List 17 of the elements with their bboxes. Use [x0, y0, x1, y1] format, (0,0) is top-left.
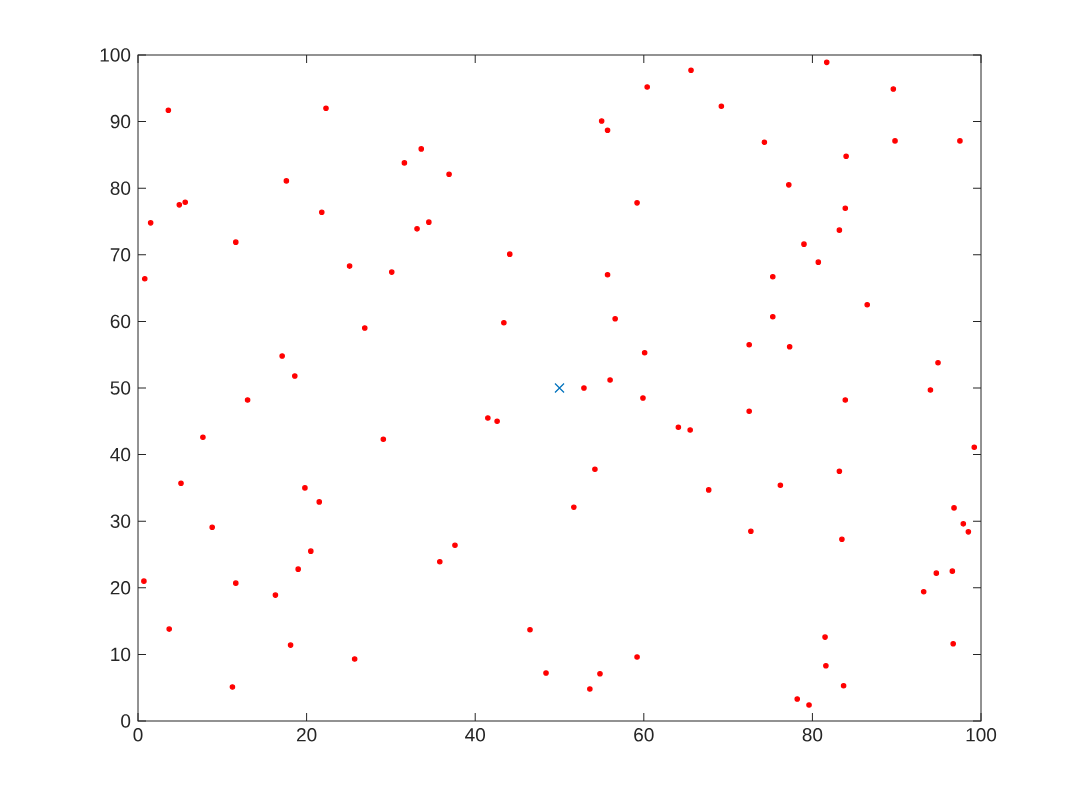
x-tick-label: 100	[966, 728, 997, 742]
y-tick-label: 40	[110, 447, 131, 462]
y-tick-label: 70	[110, 248, 131, 262]
x-tick-label: 20	[296, 728, 317, 742]
y-tick-label: 20	[110, 581, 131, 595]
y-tick-label: 60	[110, 314, 131, 329]
x-tick-label: 60	[634, 728, 654, 742]
y-tick-label: 100	[100, 48, 131, 62]
y-tick-label: 0	[121, 714, 131, 728]
x-tick-label: 40	[465, 728, 486, 742]
y-tick-label: 30	[110, 514, 131, 528]
x-tick-label: 80	[802, 728, 823, 742]
y-tick-label: 80	[110, 181, 131, 195]
x-tick-label: 0	[133, 728, 143, 742]
y-tick-label: 10	[111, 647, 131, 662]
y-tick-label: 50	[110, 381, 131, 395]
y-tick-label: 90	[110, 114, 131, 129]
